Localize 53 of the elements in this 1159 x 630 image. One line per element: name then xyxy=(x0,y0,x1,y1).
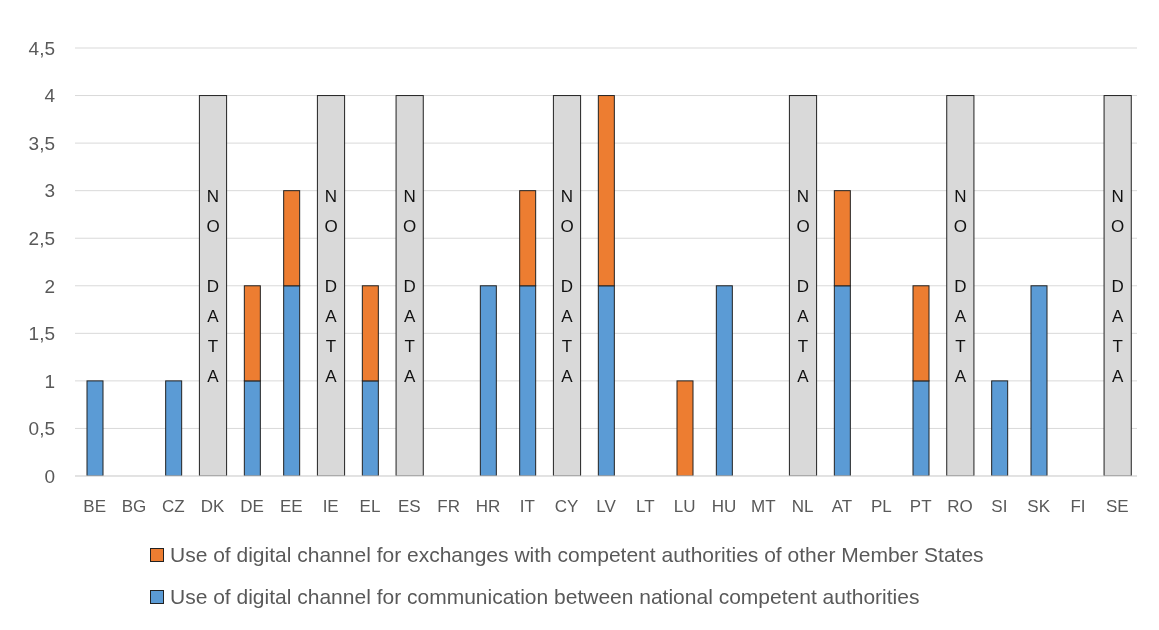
x-tick-label: SE xyxy=(1105,497,1129,517)
bar xyxy=(991,380,1009,476)
y-tick-label: 0 xyxy=(44,465,55,487)
x-tick-label: MT xyxy=(751,497,776,517)
bar xyxy=(715,285,733,476)
x-tick-label: BG xyxy=(121,497,147,517)
x-tick-label: AT xyxy=(831,497,853,517)
y-tick-label: 2,5 xyxy=(28,227,55,249)
x-tick-label: IT xyxy=(519,497,535,517)
x-tick-label: FI xyxy=(1070,497,1086,517)
y-tick-label: 4 xyxy=(44,85,56,107)
bar xyxy=(165,380,183,476)
x-tick-label: BE xyxy=(83,497,107,517)
y-tick-label: 3 xyxy=(44,180,55,202)
y-tick-label: 2 xyxy=(44,275,55,297)
text: NO DATA xyxy=(560,186,574,386)
x-tick-label: SK xyxy=(1027,497,1051,517)
text: NO DATA xyxy=(324,186,338,386)
text: NO DATA xyxy=(1111,186,1125,386)
x-tick-label: LU xyxy=(673,497,696,517)
x-tick-label: ES xyxy=(397,497,421,517)
x-tick-label: LV xyxy=(596,497,617,517)
bar xyxy=(1030,285,1048,476)
x-tick-label: PL xyxy=(870,497,892,517)
legend-label: Use of digital channel for exchanges with competent authorities of other Member States xyxy=(170,543,984,567)
bar xyxy=(676,380,694,476)
text: NO DATA xyxy=(953,186,967,386)
x-tick-label: LT xyxy=(636,497,655,517)
text: NO DATA xyxy=(796,186,810,386)
y-tick-label: 1,5 xyxy=(28,323,55,345)
x-tick-label: FR xyxy=(437,497,460,517)
x-tick-label: RO xyxy=(947,497,973,517)
x-tick-label: NL xyxy=(791,497,814,517)
legend-label: Use of digital channel for communication between national competent authorities xyxy=(170,585,920,609)
x-tick-label: EL xyxy=(359,497,381,517)
x-tick-label: CZ xyxy=(162,497,185,517)
bar xyxy=(479,285,497,476)
x-tick-label: HR xyxy=(475,497,501,517)
x-tick-label: DE xyxy=(240,497,264,517)
bar xyxy=(86,380,104,476)
y-tick-label: 3,5 xyxy=(28,132,55,154)
y-tick-label: 4,5 xyxy=(28,37,55,59)
y-tick-label: 0,5 xyxy=(28,418,55,440)
x-tick-label: PT xyxy=(909,497,932,517)
x-tick-label: HU xyxy=(711,497,737,517)
x-tick-label: SI xyxy=(991,497,1008,517)
x-tick-label: IE xyxy=(322,497,339,517)
x-tick-label: EE xyxy=(279,497,303,517)
text: NO DATA xyxy=(403,186,417,386)
text: NO DATA xyxy=(206,186,220,386)
x-tick-label: CY xyxy=(554,497,579,517)
y-tick-label: 1 xyxy=(44,370,55,392)
x-tick-label: DK xyxy=(200,497,226,517)
